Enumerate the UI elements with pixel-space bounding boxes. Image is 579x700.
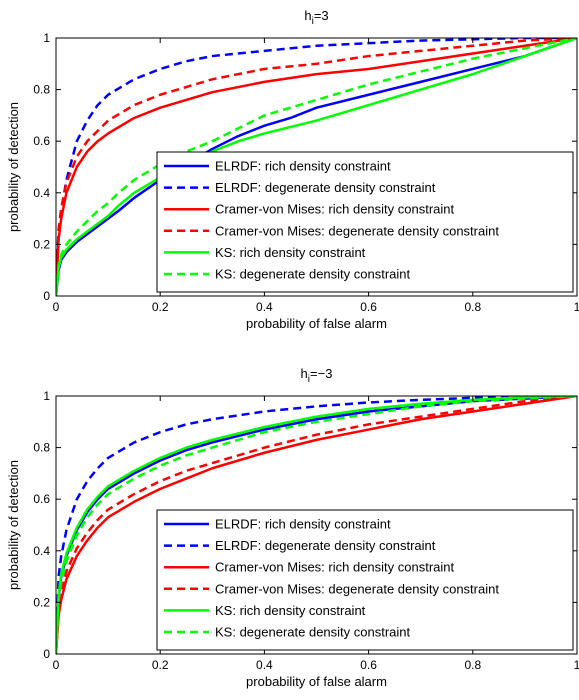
y-tick-label: 0.6	[33, 492, 50, 506]
y-tick-label: 1	[43, 31, 50, 45]
series-line-4	[56, 38, 577, 296]
y-tick-label: 0.4	[33, 186, 50, 200]
series-group	[56, 396, 577, 654]
series-line-3	[56, 38, 577, 296]
y-tick-label: 0.8	[33, 441, 50, 455]
x-tick-label: 0	[53, 300, 60, 314]
chart-title: hi=3	[304, 8, 328, 27]
y-tick-label: 0.2	[33, 595, 50, 609]
legend-label-6: KS: degenerate density constraint	[215, 625, 411, 640]
legend-label-1: ELRDF: rich density constraint	[215, 517, 391, 532]
x-axis-label: probability of false alarm	[246, 316, 387, 331]
series-line-2	[56, 38, 577, 296]
series-line-6	[56, 396, 577, 654]
y-tick-label: 1	[43, 389, 50, 403]
chart-1: hi=3 00 0.2 0.2 0.4 0.4 0.6 0.6 0.8 0.8 1 1 probabil…	[6, 8, 579, 331]
x-tick-label: 0.8	[464, 300, 481, 314]
y-tick-label: 0	[43, 289, 50, 303]
x-tick-label: 1	[574, 658, 579, 672]
series-line-5	[56, 396, 577, 654]
y-tick-label: 0	[43, 647, 50, 661]
legend-label-4: Cramer-von Mises: degenerate density con…	[215, 223, 499, 238]
legend-label-2: ELRDF: degenerate density constraint	[215, 180, 436, 195]
axes-box	[55, 37, 578, 297]
legend-label-1: ELRDF: rich density constraint	[215, 159, 391, 174]
legend-label-4: Cramer-von Mises: degenerate density con…	[215, 581, 499, 596]
y-tick-label: 0.8	[33, 83, 50, 97]
series-line-4	[56, 396, 577, 654]
chart-2: hi=−3 00 0.2 0.2 0.4 0.4 0.6 0.6 0.8 0.8 1 1 probabi…	[6, 366, 579, 689]
legend-label-3: Cramer-von Mises: rich density constrain…	[215, 202, 455, 217]
legend-label-2: ELRDF: degenerate density constraint	[215, 538, 436, 553]
legend-label-5: KS: rich density constraint	[215, 245, 366, 260]
x-tick-label: 0	[53, 658, 60, 672]
legend-label-6: KS: degenerate density constraint	[215, 267, 411, 282]
x-tick-label: 0.6	[360, 300, 377, 314]
y-tick-label: 0.2	[33, 237, 50, 251]
x-tick-label: 0.4	[256, 658, 273, 672]
legend-label-3: Cramer-von Mises: rich density constrain…	[215, 560, 455, 575]
x-tick-label: 0.2	[152, 300, 169, 314]
legend: ELRDF: rich density constraint ELRDF: deg…	[156, 151, 574, 293]
legend: ELRDF: rich density constraint ELRDF: deg…	[156, 509, 574, 651]
x-tick-label: 0.6	[360, 658, 377, 672]
x-tick-label: 1	[574, 300, 579, 314]
series-line-3	[56, 396, 577, 654]
legend-box	[156, 509, 574, 651]
y-tick-label: 0.4	[33, 544, 50, 558]
x-tick-label: 0.8	[464, 658, 481, 672]
y-axis-label: probability of detection	[6, 102, 21, 232]
y-tick-label: 0.6	[33, 134, 50, 148]
axes-box	[55, 395, 578, 655]
x-tick-label: 0.2	[152, 658, 169, 672]
y-axis-label: probability of detection	[6, 460, 21, 590]
legend-box	[156, 151, 574, 293]
series-line-6	[56, 38, 577, 296]
x-tick-label: 0.4	[256, 300, 273, 314]
legend-label-5: KS: rich density constraint	[215, 603, 366, 618]
x-axis-label: probability of false alarm	[246, 674, 387, 689]
series-line-2	[56, 396, 577, 654]
chart-title: hi=−3	[301, 366, 333, 385]
